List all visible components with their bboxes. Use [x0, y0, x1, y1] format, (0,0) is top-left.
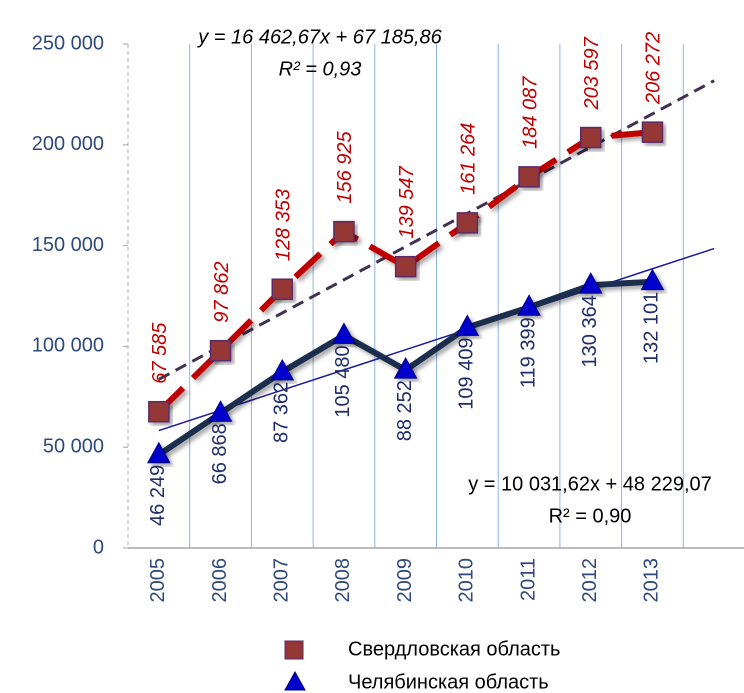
marker — [332, 322, 356, 344]
marker — [580, 126, 602, 149]
marker — [148, 400, 170, 423]
data-label: 156 925 — [334, 130, 356, 203]
marker — [517, 294, 541, 316]
trendline — [158, 79, 715, 381]
data-label: 132 101 — [641, 292, 663, 364]
data-label: 119 399 — [517, 317, 539, 388]
x-tick-label: 2011 — [517, 558, 539, 601]
y-tick-label: 150 000 — [32, 234, 104, 256]
data-label: 109 409 — [456, 337, 478, 409]
data-label: 130 364 — [579, 295, 601, 367]
legend-marker — [284, 670, 306, 691]
legend-label: Свердловская область — [348, 638, 560, 660]
data-label: 105 480 — [332, 345, 354, 417]
x-tick-label: 2009 — [394, 558, 416, 603]
marker — [147, 441, 171, 464]
marker — [394, 255, 417, 278]
data-label: 97 862 — [211, 262, 233, 323]
x-tick-label: 2007 — [271, 558, 293, 603]
marker — [393, 357, 418, 379]
data-label: 46 249 — [147, 465, 169, 526]
y-tick-label: 250 000 — [32, 32, 104, 54]
y-tick-label: 100 000 — [32, 335, 104, 357]
data-label: 184 087 — [519, 76, 541, 149]
marker — [641, 121, 664, 143]
y-tick-label: 50 000 — [43, 435, 104, 457]
trend-r2: R² = 0,90 — [549, 505, 632, 527]
x-tick-label: 2012 — [579, 558, 601, 603]
trend-equation: y = 16 462,67x + 67 185,86 — [196, 26, 442, 48]
marker — [518, 166, 540, 188]
marker — [208, 400, 233, 422]
marker — [456, 212, 479, 234]
marker — [578, 272, 603, 294]
data-label: 87 362 — [271, 382, 293, 443]
x-tick-label: 2005 — [147, 558, 169, 603]
data-label: 206 272 — [643, 32, 665, 105]
marker — [209, 339, 232, 362]
data-label: 66 868 — [209, 423, 231, 484]
trend-r2: R² = 0,93 — [279, 58, 362, 80]
marker — [640, 268, 665, 291]
data-label: 88 252 — [394, 380, 416, 441]
legend-marker — [284, 640, 304, 660]
data-label: 67 585 — [149, 322, 171, 384]
series-line — [156, 129, 653, 414]
y-tick-label: 0 — [93, 536, 104, 558]
marker — [270, 358, 295, 381]
marker — [333, 220, 355, 243]
trend-equation: y = 10 031,62x + 48 229,07 — [468, 473, 712, 495]
x-tick-label: 2006 — [209, 558, 231, 603]
x-tick-label: 2013 — [641, 558, 663, 603]
trendline — [158, 247, 715, 432]
data-label: 128 353 — [273, 189, 295, 261]
data-label: 139 547 — [396, 166, 418, 239]
x-tick-label: 2008 — [332, 558, 354, 603]
marker — [271, 278, 293, 300]
data-label: 203 597 — [581, 36, 603, 110]
marker — [455, 314, 480, 336]
y-tick-label: 200 000 — [32, 133, 104, 155]
x-tick-label: 2010 — [456, 558, 478, 603]
legend-label: Челябинская область — [348, 671, 549, 693]
data-label: 161 264 — [458, 123, 480, 195]
